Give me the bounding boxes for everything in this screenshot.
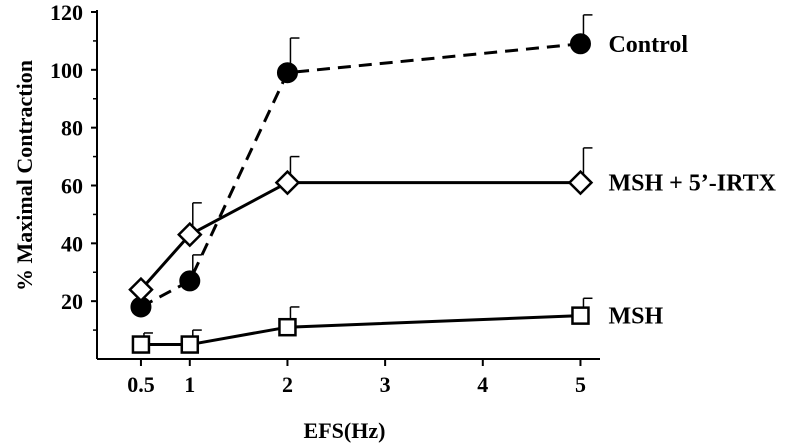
y-tick-label: 100 [50, 58, 83, 83]
data-point [180, 335, 200, 354]
series-label: MSH [608, 304, 663, 330]
y-tick-label: 120 [50, 0, 83, 25]
data-point [571, 306, 590, 325]
y-tick-label: 40 [61, 231, 83, 256]
series-line [139, 181, 581, 291]
y-ticks: 20 40 60 80 100 120 [50, 0, 97, 331]
data-point [179, 270, 201, 292]
series-line [140, 42, 581, 309]
x-ticks: 0.5 1 2 3 4 5 [127, 359, 586, 397]
x-tick-label: 1 [184, 372, 195, 397]
y-tick-label: 60 [61, 174, 83, 199]
x-tick-label: 4 [477, 372, 488, 397]
y-tick-label: 80 [61, 116, 83, 141]
data-point [177, 221, 203, 248]
data-point [567, 169, 594, 196]
y-axis-label: % Maximal Contraction [12, 60, 37, 291]
series-line [140, 314, 581, 347]
x-tick-label: 0.5 [127, 372, 155, 397]
series-0 [130, 14, 593, 318]
series-1 [128, 147, 594, 303]
y-tick-label: 20 [61, 289, 83, 314]
series-layer [128, 14, 594, 354]
data-point [569, 33, 591, 55]
data-point [278, 317, 297, 337]
series-label: Control [608, 32, 688, 58]
data-point [276, 62, 298, 84]
data-point [274, 169, 301, 196]
x-tick-label: 5 [575, 372, 586, 397]
axes [96, 10, 600, 360]
x-tick-label: 2 [282, 372, 293, 397]
data-point [128, 276, 154, 303]
x-tick-label: 3 [380, 372, 391, 397]
series-2 [131, 297, 593, 354]
data-point [131, 335, 151, 354]
x-axis-label: EFS(Hz) [304, 418, 386, 443]
series-labels: Control MSH + 5’-IRTX MSH [608, 32, 776, 330]
series-label: MSH + 5’-IRTX [608, 171, 776, 197]
